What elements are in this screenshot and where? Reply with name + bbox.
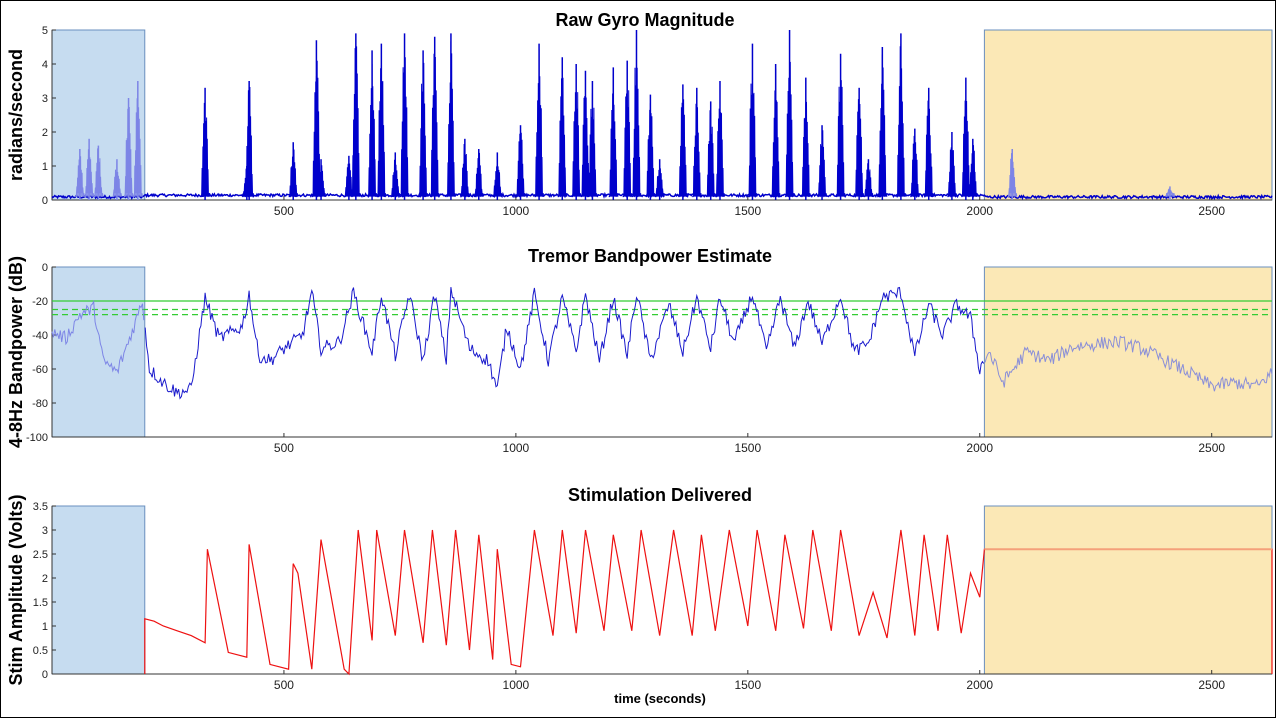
y-axis-label: radians/second — [6, 49, 26, 181]
y-tick-label: 0 — [42, 262, 48, 274]
bandpower-series-line — [984, 335, 1273, 392]
x-tick-label: 2500 — [1198, 204, 1225, 218]
panel-raw-gyro: 500 1000 1500 2000 2500 0 1 2 3 4 5 Raw Gyro Magnit… — [6, 10, 1273, 218]
y-tick-label: 1 — [42, 621, 48, 633]
y-tick-label: 3 — [42, 93, 48, 105]
offline-region — [983, 266, 1273, 438]
x-tick-label: 1000 — [503, 441, 530, 455]
data-layer — [51, 505, 1273, 675]
offline-region — [983, 29, 1273, 201]
y-tick-label: 3.5 — [33, 501, 48, 513]
y-tick-label: 0.5 — [33, 645, 48, 657]
y-tick-label: 5 — [42, 25, 48, 37]
x-axis-label: time (seconds) — [614, 691, 706, 706]
x-tick-label: 500 — [274, 204, 294, 218]
chart-title: Tremor Bandpower Estimate — [528, 246, 772, 266]
y-tick-label: 1 — [42, 161, 48, 173]
panel-tremor-bandpower: 500 1000 1500 2000 2500 -100 -80 -60 -40 -20 0 Trem… — [6, 246, 1273, 455]
x-tick-label: 1500 — [734, 204, 761, 218]
bandpower-series-line — [144, 286, 985, 400]
x-tick-label: 500 — [274, 678, 294, 692]
calibration-region — [51, 505, 146, 675]
data-layer — [51, 266, 1273, 438]
chart-title: Raw Gyro Magnitude — [555, 10, 734, 30]
y-tick-label: 0 — [42, 669, 48, 681]
y-axis-label: Stim Amplitude (Volts) — [6, 494, 26, 685]
chart-title: Stimulation Delivered — [568, 485, 752, 505]
stim-series-line — [144, 529, 1273, 676]
x-tick-label: 1000 — [503, 204, 530, 218]
y-tick-label: -80 — [32, 398, 48, 410]
y-tick-label: -100 — [26, 432, 48, 444]
x-tick-label: 1500 — [734, 678, 761, 692]
y-tick-label: 2 — [42, 573, 48, 585]
x-tick-label: 500 — [274, 441, 294, 455]
x-tick-label: 2500 — [1198, 678, 1225, 692]
panel-stimulation: 500 1000 1500 2000 2500 0 0.5 1 1.5 2 2.5 3 3.5 Stimu… — [6, 485, 1273, 706]
offline-region — [983, 505, 1273, 675]
data-layer — [51, 29, 1273, 201]
y-tick-label: 2 — [42, 127, 48, 139]
x-tick-label: 1000 — [503, 678, 530, 692]
x-tick-label: 1500 — [734, 441, 761, 455]
bandpower-series-line — [51, 299, 145, 375]
x-tick-label: 2000 — [966, 441, 993, 455]
y-tick-label: -60 — [32, 364, 48, 376]
x-tick-label: 2000 — [966, 204, 993, 218]
y-tick-label: 0 — [42, 195, 48, 207]
y-axis-label: 4-8Hz Bandpower (dB) — [6, 256, 26, 448]
x-tick-label: 2500 — [1198, 441, 1225, 455]
y-tick-label: -40 — [32, 330, 48, 342]
y-tick-label: 1.5 — [33, 597, 48, 609]
y-tick-label: 2.5 — [33, 549, 48, 561]
x-tick-label: 2000 — [966, 678, 993, 692]
y-tick-label: 4 — [42, 59, 48, 71]
calibration-region — [51, 266, 146, 438]
y-tick-label: 3 — [42, 525, 48, 537]
y-tick-label: -20 — [32, 296, 48, 308]
